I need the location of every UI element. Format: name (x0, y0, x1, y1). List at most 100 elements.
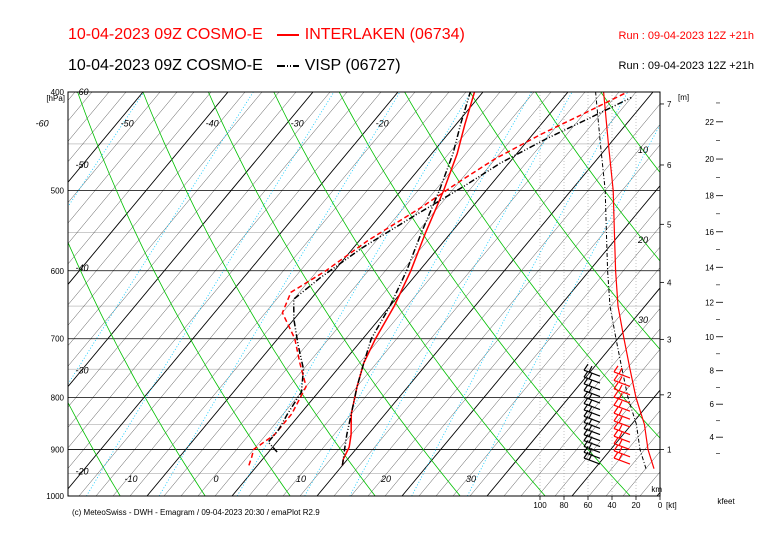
isotherm-line (401, 185, 660, 496)
visp-wind-barb (583, 457, 601, 465)
interlaken-wind-barb (613, 457, 631, 465)
visp-temperature-line (341, 92, 472, 466)
interlaken-wind-barb (613, 404, 631, 412)
isotherm-line (68, 92, 382, 469)
isotherm-line (68, 92, 365, 449)
interlaken-wind-barb (613, 420, 631, 428)
interlaken-wind-barb (618, 416, 623, 424)
isotherm-line (520, 328, 660, 496)
wind-profile-unit: [kt] (666, 501, 677, 510)
isotherm-line (452, 246, 660, 496)
isotherm-label-left: -20 (75, 467, 88, 477)
dry-adiabat-line (535, 92, 660, 262)
dry-adiabat-line (77, 92, 291, 496)
dry-adiabat-line (273, 92, 546, 496)
interlaken-wind-barb (613, 398, 619, 406)
interlaken-wind-barb (613, 422, 619, 429)
isotherm-line (299, 92, 637, 496)
kfeet-tick-label: 22 (705, 118, 714, 127)
mixing-ratio-line (236, 92, 472, 496)
temperature-tick-top: -60 (36, 119, 49, 129)
mixing-ratio-line (411, 92, 629, 496)
interlaken-wind-barb (613, 437, 619, 444)
isotherm-line (435, 226, 660, 496)
isotherm-label-left: -40 (75, 263, 88, 273)
isotherm-line (588, 410, 660, 496)
isotherm-line (68, 92, 195, 244)
kfeet-tick-label: 10 (705, 333, 714, 342)
pressure-tick-label: 700 (51, 335, 65, 344)
interlaken-wind-barb (618, 384, 623, 392)
isotherm-line (384, 165, 660, 496)
dry-adiabat-line (208, 92, 461, 496)
pressure-tick-label: 500 (51, 186, 65, 195)
interlaken-wind-barb (613, 374, 619, 381)
interlaken-wind-barb (618, 446, 623, 454)
interlaken-wind-profile (603, 91, 655, 469)
interlaken-wind-barb (618, 376, 623, 383)
isotherm-line (68, 92, 127, 163)
height-tick-label: 1 (667, 446, 672, 455)
interlaken-wind-barb (613, 371, 631, 379)
plot-frame (67, 91, 661, 497)
isotherm-line (367, 144, 660, 496)
visp-wind-barb (583, 409, 601, 417)
interlaken-wind-barb (618, 453, 623, 461)
header-interlaken-text: 10-04-2023 09Z COSMO-E (68, 26, 263, 43)
isotherm-line (68, 92, 399, 490)
height-tick-label: 7 (667, 100, 672, 109)
wind-profile-tick-label: 0 (658, 501, 663, 510)
pressure-tick-label: 600 (51, 267, 65, 276)
isotherm-line (0, 92, 41, 496)
interlaken-wind-barb (613, 365, 619, 373)
isotherm-line (0, 92, 7, 496)
legend-solid-line (276, 33, 299, 36)
isotherm-line (197, 92, 535, 496)
visp-wind-barb (583, 389, 601, 398)
dry-adiabat-line (142, 92, 376, 496)
isotherm-line (68, 92, 161, 203)
wind-profile-label: 30 (638, 315, 648, 325)
wind-profile-tick-label: 40 (608, 501, 617, 510)
dry-adiabat-line (68, 241, 206, 496)
isotherm-line (605, 430, 660, 496)
isotherm-line (129, 92, 467, 496)
visp-dewpoint-line (267, 96, 632, 453)
temperature-tick-top: -40 (206, 119, 219, 129)
visp-wind-barb (583, 434, 601, 442)
kfeet-tick-label: 4 (710, 433, 715, 442)
interlaken-wind-barb (618, 392, 623, 400)
visp-wind-barb (583, 421, 601, 430)
isotherm-line (95, 92, 433, 496)
interlaken-wind-barb (613, 382, 619, 390)
wind-profile-tick-label: 60 (584, 501, 593, 510)
isotherm-line (571, 389, 660, 496)
interlaken-wind-barb (613, 390, 619, 398)
interlaken-wind-barb (613, 388, 631, 396)
header-visp-text: 10-04-2023 09Z COSMO-E (68, 57, 263, 74)
height-tick-label: 6 (667, 161, 672, 170)
isotherm-label-left: -50 (75, 160, 88, 170)
isotherm-line (0, 92, 58, 496)
interlaken-wind-barb (613, 412, 631, 420)
interlaken-wind-barb (618, 408, 623, 416)
kfeet-tick-label: 18 (705, 192, 714, 201)
isotherm-line (316, 92, 654, 496)
header-interlaken-station: INTERLAKEN (06734) (304, 26, 465, 43)
isotherm-line (68, 92, 331, 408)
legend-dashdot-line (276, 64, 299, 67)
temperature-tick-bottom: -10 (124, 474, 137, 484)
interlaken-wind-barb (613, 406, 619, 414)
dry-adiabat-line (469, 92, 660, 351)
dry-adiabat-line (666, 92, 766, 496)
header-visp-station: VISP (06727) (304, 57, 401, 74)
visp-wind-barb (583, 445, 601, 454)
visp-wind-barb (583, 383, 601, 391)
wind-profile-panel (539, 91, 661, 496)
isotherm-line (418, 205, 660, 496)
visp-wind-barb (583, 451, 601, 459)
isotherm-line (486, 287, 660, 496)
dry-adiabat-line (0, 92, 35, 496)
temperature-tick-bottom: 0 (213, 474, 218, 484)
